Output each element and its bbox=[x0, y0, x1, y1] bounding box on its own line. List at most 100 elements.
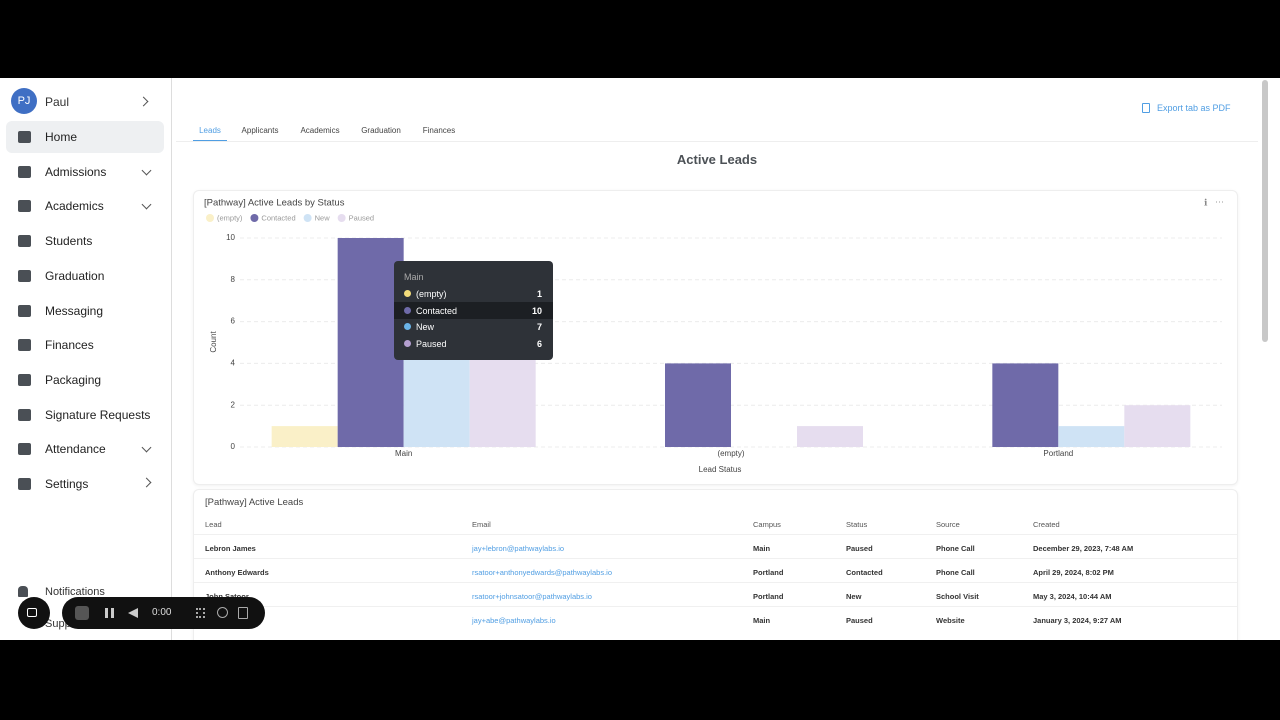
nav-label: Messaging bbox=[45, 303, 104, 318]
table-cell: Portland bbox=[753, 568, 784, 577]
user-chevron[interactable] bbox=[138, 96, 149, 107]
table-cell[interactable]: jay+lebron@pathwaylabs.io bbox=[472, 544, 565, 553]
tooltip-dot bbox=[404, 340, 411, 348]
nav-label: Graduation bbox=[45, 268, 105, 283]
table-cell: Paused bbox=[846, 544, 873, 553]
x-tick-label: Main bbox=[395, 449, 412, 458]
table-cell: Lebron James bbox=[205, 544, 256, 553]
tab[interactable]: Leads bbox=[199, 126, 221, 135]
delete-button[interactable] bbox=[238, 607, 248, 619]
nav-item[interactable]: Graduation bbox=[6, 260, 164, 292]
tooltip-row: New 7 bbox=[394, 318, 553, 335]
table-cell: Anthony Edwards bbox=[205, 568, 269, 577]
scrollbar[interactable] bbox=[1262, 80, 1268, 342]
tooltip-row: Paused 6 bbox=[394, 335, 553, 352]
chart-menu[interactable]: ··· bbox=[1215, 196, 1224, 206]
nav-icon bbox=[18, 165, 31, 178]
column-header[interactable]: Created bbox=[1033, 520, 1060, 529]
tooltip-dot bbox=[404, 290, 411, 297]
nav-label: Packaging bbox=[45, 372, 102, 387]
table-cell: New bbox=[846, 592, 862, 601]
column-header[interactable]: Email bbox=[472, 520, 491, 529]
table-cell: Main bbox=[753, 616, 771, 625]
y-tick-label: 10 bbox=[226, 233, 235, 242]
nav-item[interactable]: Signature Requests bbox=[6, 399, 164, 431]
notifications[interactable]: Notifications bbox=[45, 586, 105, 598]
user-name[interactable]: Paul bbox=[45, 95, 70, 109]
column-header[interactable]: Status bbox=[846, 520, 868, 529]
chart-card: [Pathway] Active Leads by Status ℹ ··· 0… bbox=[193, 190, 1238, 485]
tab[interactable]: Applicants bbox=[241, 126, 279, 135]
tooltip: Main (empty) 1 Contacted 10 New 7 Paused 6 bbox=[394, 261, 553, 360]
tooltip-row: Contacted 10 bbox=[394, 301, 553, 319]
nav-item[interactable]: Academics bbox=[6, 190, 164, 222]
tooltip-value: 1 bbox=[536, 289, 542, 299]
legend-label: New bbox=[315, 213, 331, 222]
record-camera[interactable] bbox=[18, 597, 50, 629]
stop-button[interactable] bbox=[75, 606, 89, 620]
nav-label: Students bbox=[45, 234, 93, 249]
y-tick-label: 8 bbox=[231, 275, 236, 284]
table-cell: Paused bbox=[846, 616, 873, 625]
nav-item[interactable]: Finances bbox=[6, 329, 164, 361]
nav-item[interactable]: Packaging bbox=[6, 364, 164, 396]
bar bbox=[1124, 405, 1191, 447]
nav-icon bbox=[18, 200, 31, 213]
rewind-button[interactable] bbox=[128, 608, 138, 618]
nav-label: Home bbox=[45, 130, 78, 144]
column-header[interactable]: Source bbox=[936, 520, 960, 529]
y-axis-label: Count bbox=[209, 331, 218, 353]
chart-info[interactable]: ℹ bbox=[1204, 197, 1208, 207]
bell-icon bbox=[18, 586, 28, 597]
table-cell: December 29, 2023, 7:48 AM bbox=[1033, 544, 1134, 553]
nav-item[interactable]: Admissions bbox=[6, 156, 164, 188]
pause-button[interactable] bbox=[105, 608, 114, 618]
table-cell[interactable]: rsatoor+anthonyedwards@pathwaylabs.io bbox=[472, 568, 612, 577]
page-title: Active Leads bbox=[676, 152, 758, 167]
tab[interactable]: Academics bbox=[300, 126, 340, 135]
nav-label: Attendance bbox=[45, 442, 106, 457]
table-cell: May 3, 2024, 10:44 AM bbox=[1033, 592, 1112, 601]
nav-item[interactable]: Students bbox=[6, 225, 164, 257]
table-cell: April 29, 2024, 8:02 PM bbox=[1033, 568, 1114, 577]
bar bbox=[797, 426, 863, 447]
nav-item[interactable]: Home bbox=[6, 121, 164, 153]
avatar[interactable]: PJ bbox=[11, 88, 37, 114]
nav-icon bbox=[18, 304, 31, 317]
column-header[interactable]: Campus bbox=[753, 520, 781, 529]
tab[interactable]: Graduation bbox=[361, 126, 401, 135]
grid-button[interactable] bbox=[196, 608, 205, 618]
tab[interactable]: Finances bbox=[422, 126, 456, 135]
app: PJ Paul Home Admissions Academics Students G… bbox=[0, 78, 1280, 640]
table-cell: Website bbox=[936, 616, 965, 625]
table-cell: School Visit bbox=[936, 592, 979, 601]
tooltip-value: 10 bbox=[531, 305, 542, 316]
nav-chevron bbox=[141, 165, 152, 176]
nav-icon bbox=[18, 339, 31, 352]
row-divider bbox=[194, 582, 1237, 583]
row-divider bbox=[194, 534, 1237, 535]
table-cell[interactable]: rsatoor+johnsatoor@pathwaylabs.io bbox=[472, 592, 592, 601]
table-cell[interactable]: jay+abe@pathwaylabs.io bbox=[472, 616, 556, 625]
nav-label: Settings bbox=[45, 477, 89, 491]
table-card: [Pathway] Active Leads Lead Email Campus St… bbox=[193, 489, 1238, 640]
export-icon bbox=[1142, 103, 1150, 113]
nav-icon bbox=[18, 235, 31, 248]
tooltip-dot bbox=[404, 306, 411, 314]
restart-button[interactable] bbox=[217, 607, 228, 618]
legend-label: (empty) bbox=[217, 213, 243, 222]
tooltip-dot bbox=[404, 323, 411, 331]
legend-dot bbox=[206, 214, 214, 222]
bar bbox=[271, 426, 338, 447]
bar bbox=[665, 363, 731, 447]
y-tick-label: 4 bbox=[231, 359, 236, 368]
export-button[interactable]: Export tab as PDF bbox=[1157, 103, 1231, 113]
tooltip-value: 7 bbox=[536, 322, 542, 333]
nav-item[interactable]: Messaging bbox=[6, 295, 164, 327]
nav-item[interactable]: Attendance bbox=[6, 433, 164, 465]
tooltip-name: (empty) bbox=[416, 289, 447, 299]
nav-icon bbox=[18, 373, 31, 386]
table-cell: John Satoor bbox=[205, 592, 249, 601]
nav-item[interactable]: Settings bbox=[6, 468, 164, 500]
column-header[interactable]: Lead bbox=[205, 520, 222, 529]
